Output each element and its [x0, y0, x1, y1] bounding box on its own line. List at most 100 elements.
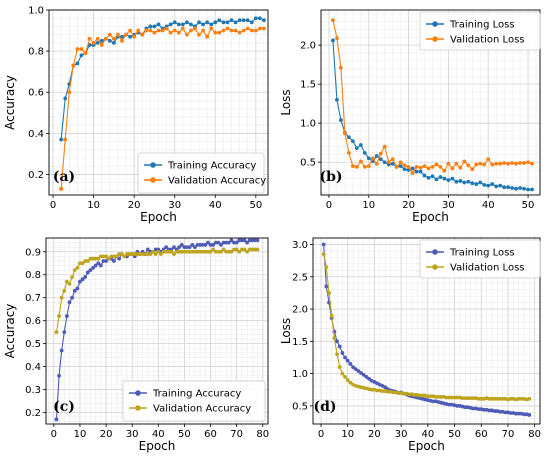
data-point: [111, 36, 116, 41]
data-point: [229, 18, 234, 23]
data-point: [455, 395, 460, 400]
data-point: [434, 162, 439, 167]
x-tick-label: 30: [168, 200, 181, 211]
data-point: [492, 409, 497, 413]
data-point: [217, 18, 222, 23]
y-axis-label: Accuracy: [3, 304, 17, 359]
data-point: [514, 411, 518, 416]
data-point: [500, 396, 505, 401]
data-point: [127, 252, 132, 256]
data-point: [109, 254, 114, 259]
x-axis-label: Epoch: [139, 439, 176, 453]
data-point: [93, 256, 98, 261]
data-point: [239, 247, 244, 252]
data-point: [192, 249, 197, 254]
data-point: [335, 339, 339, 344]
data-point: [247, 247, 252, 252]
data-point: [354, 146, 359, 151]
data-point: [237, 238, 242, 243]
panel-label: (c): [53, 399, 75, 415]
data-point: [198, 249, 202, 254]
y-tick-label: 0.2: [28, 170, 44, 181]
data-point: [120, 34, 124, 39]
data-point: [152, 24, 157, 29]
data-point: [257, 16, 262, 21]
data-point: [366, 156, 371, 161]
data-point: [498, 183, 503, 188]
data-point: [462, 159, 467, 164]
data-point: [226, 240, 231, 245]
x-tick-label: 10: [362, 200, 375, 211]
data-point: [225, 26, 230, 31]
data-point: [486, 183, 491, 188]
data-point: [442, 168, 447, 173]
data-point: [57, 373, 61, 378]
data-point: [156, 249, 161, 254]
legend-entry: Validation Accuracy: [153, 404, 251, 415]
data-point: [156, 28, 161, 33]
data-point: [169, 249, 174, 254]
data-point: [358, 143, 363, 147]
data-point: [430, 174, 435, 179]
data-point: [253, 247, 257, 252]
data-point: [148, 28, 153, 33]
data-point: [198, 242, 202, 247]
data-point: [182, 245, 187, 250]
data-point: [506, 185, 511, 190]
data-point: [78, 279, 82, 284]
data-point: [187, 249, 192, 254]
data-point: [262, 26, 266, 31]
x-tick-label: 0: [326, 200, 332, 211]
data-point: [346, 150, 351, 155]
data-point: [398, 160, 403, 165]
x-tick-label: 30: [126, 429, 139, 440]
data-point: [390, 161, 395, 166]
data-point: [237, 18, 242, 23]
legend-swatch-marker: [150, 162, 156, 168]
data-point: [159, 252, 163, 256]
data-point: [348, 362, 353, 366]
data-point: [72, 288, 77, 293]
data-point: [233, 20, 238, 25]
data-point: [229, 28, 234, 33]
data-point: [140, 32, 145, 37]
data-point: [205, 34, 210, 39]
data-point: [495, 396, 500, 401]
data-point: [514, 161, 519, 166]
data-point: [62, 330, 67, 335]
data-point: [172, 20, 177, 25]
data-point: [187, 245, 192, 250]
data-point: [180, 22, 185, 27]
data-point: [487, 408, 492, 413]
data-point: [245, 18, 250, 23]
data-point: [522, 161, 526, 165]
data-point: [67, 282, 72, 286]
data-point: [401, 391, 406, 396]
data-point: [224, 249, 229, 254]
data-point: [242, 238, 247, 243]
data-point: [107, 38, 112, 43]
data-point: [172, 28, 177, 33]
data-point: [59, 186, 64, 191]
data-point: [465, 396, 470, 401]
data-point: [249, 28, 254, 33]
data-point: [470, 167, 475, 172]
data-point: [182, 249, 187, 254]
x-tick-label: 50: [178, 429, 191, 440]
data-point: [172, 252, 176, 256]
data-point: [340, 371, 345, 376]
data-point: [348, 380, 353, 385]
data-point: [87, 36, 92, 41]
x-tick-label: 40: [482, 200, 495, 211]
legend-swatch-marker: [432, 249, 438, 255]
data-point: [95, 40, 100, 45]
data-point: [474, 182, 479, 186]
x-tick-label: 0: [318, 429, 324, 440]
y-tick-label: 0.5: [300, 158, 316, 169]
data-point: [402, 167, 407, 172]
y-tick-label: 1.0: [28, 6, 44, 17]
data-point: [211, 242, 216, 247]
data-point: [101, 259, 106, 263]
data-point: [239, 238, 244, 243]
